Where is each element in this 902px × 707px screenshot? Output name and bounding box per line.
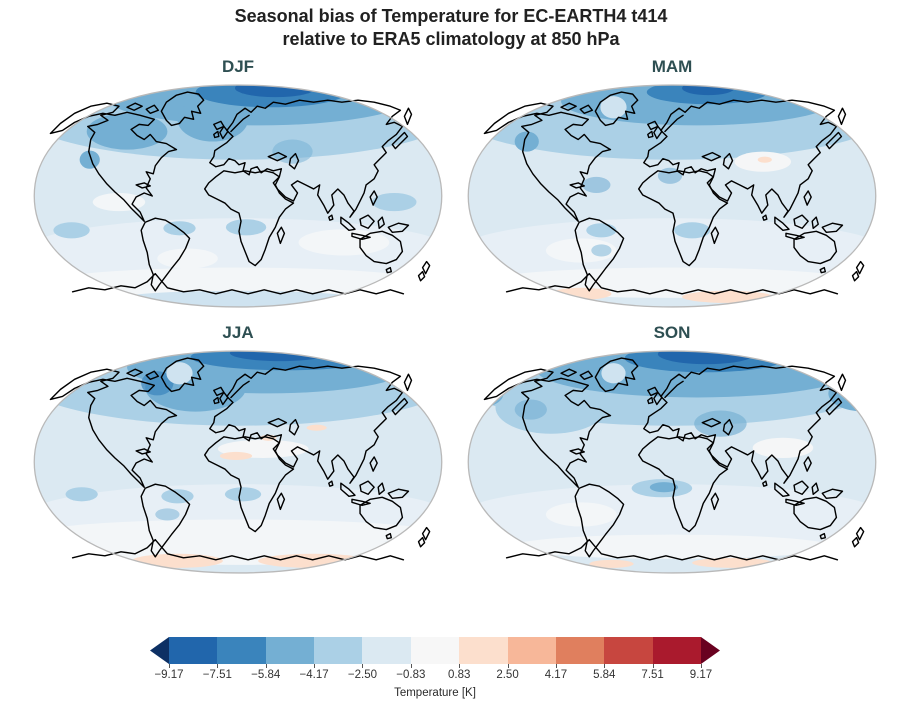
colorbar-ticks [169,664,702,669]
colorbar-extend-left [150,637,169,664]
colorbar-tick-label: 4.17 [544,669,568,681]
colorbar-tick-label: −2.50 [347,669,378,681]
colorbar-segment [410,637,460,664]
colorbar-segment [362,637,411,664]
map-mam [467,84,877,308]
colorbar-segment [507,637,556,664]
colorbar-tick-label: −5.84 [251,669,281,681]
colorbar-bar [150,637,720,664]
colorbar-tick [555,664,557,668]
colorbar-tick [652,664,654,668]
panel-title-son: SON [653,323,691,342]
colorbar-tick-label: 7.51 [641,669,664,681]
colorbar-tick [459,664,461,668]
colorbar-tick-label: −4.17 [299,669,329,681]
colorbar-tick-label: 5.84 [593,669,616,681]
colorbar-segment [604,637,653,664]
colorbar-segment [169,637,218,664]
colorbar-segment [265,637,315,664]
colorbar-tick [314,664,316,668]
colorbar-tick-label: 0.83 [447,669,471,681]
colorbar-ticklabels: −9.17 −7.51 −5.84 −4.17 −2.50 −0.83 0.83 2.50 4.… [154,669,712,684]
colorbar-tick-label: −7.51 [202,669,232,681]
colorbar-segment [217,637,266,664]
figure-title-line2: relative to ERA5 climatology at 850 hPa [282,29,620,49]
panel-title-djf: DJF [221,57,255,76]
colorbar-tick-label: 9.17 [689,669,713,681]
panel-son: SON [460,323,884,579]
colorbar-tick [604,664,606,668]
colorbar-segment [314,637,363,664]
colorbar-tick-label: −0.83 [396,669,426,681]
colorbar: −9.17 −7.51 −5.84 −4.17 −2.50 −0.83 0.83 2.50 4.… [150,637,720,699]
figure-title-line1: Seasonal bias of Temperature for EC-EART… [234,6,668,26]
panel-djf: DJF [26,57,450,313]
panel-jja: JJA [26,323,450,579]
colorbar-tick [410,664,412,668]
colorbar-segment [459,637,508,664]
colorbar-tick [507,664,509,668]
colorbar-tick [701,664,702,668]
colorbar-segments [169,637,701,664]
colorbar-segment [652,637,701,664]
colorbar-label: Temperature [K] [394,687,476,699]
figure-title: Seasonal bias of Temperature for EC-EART… [0,0,902,51]
panel-title-mam: MAM [651,57,693,76]
map-jja [33,350,443,574]
colorbar-tick [265,664,267,668]
colorbar-tick-label: 2.50 [496,669,519,681]
colorbar-extend-right [701,637,720,664]
panel-grid: DJF [26,57,902,579]
panel-title-jja: JJA [222,323,254,342]
panel-mam: MAM [460,57,884,313]
colorbar-tick [217,664,219,668]
colorbar-tick-label: −9.17 [154,669,184,681]
map-djf [33,84,443,308]
colorbar-tick [169,664,170,668]
colorbar-segment [555,637,605,664]
colorbar-tick [362,664,364,668]
map-son [467,350,877,574]
